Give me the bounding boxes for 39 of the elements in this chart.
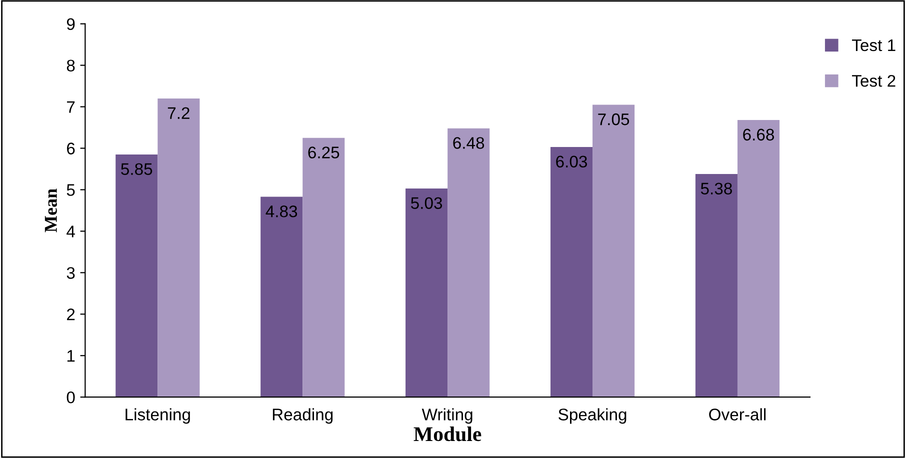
data-label: 7.2 — [168, 107, 190, 119]
data-label: 6.25 — [308, 146, 340, 158]
y-tick-label: 8 — [66, 60, 75, 72]
y-tick-label: 7 — [67, 101, 75, 113]
y-tick-label: 3 — [66, 267, 75, 279]
data-label: 5.03 — [410, 197, 442, 210]
legend-label: Test 1 — [852, 40, 896, 52]
data-label: 6.68 — [743, 128, 774, 141]
data-label: 7.05 — [598, 113, 630, 126]
data-label: 5.38 — [700, 182, 732, 194]
bar — [158, 98, 200, 398]
x-axis-title: Module — [414, 426, 482, 442]
x-tick-label: Listening — [126, 408, 190, 424]
x-tick-label: Reading — [272, 408, 333, 424]
bar — [260, 196, 303, 398]
data-label: 6.48 — [453, 137, 484, 149]
y-tick-label: 1 — [67, 350, 75, 362]
x-tick-label: Over-all — [709, 408, 766, 420]
y-tick-label: 9 — [66, 18, 75, 30]
bar — [116, 154, 158, 398]
y-tick-label: 6 — [67, 142, 75, 154]
y-tick-label: 4 — [66, 226, 75, 238]
x-tick-label: Speaking — [558, 408, 626, 424]
y-axis-title: Mean — [44, 188, 57, 232]
bar — [695, 174, 738, 398]
data-label: 4.83 — [266, 206, 298, 218]
bar — [592, 104, 635, 398]
bar — [448, 128, 490, 398]
x-tick-label: Writing — [422, 408, 472, 424]
bar — [737, 120, 780, 398]
legend-label: Test 2 — [852, 74, 896, 87]
bar — [302, 138, 345, 398]
data-label: 6.03 — [556, 156, 587, 168]
data-label: 5.85 — [121, 163, 152, 175]
y-tick-label: 0 — [66, 391, 75, 404]
y-tick-label: 5 — [66, 184, 75, 196]
bar — [550, 146, 593, 398]
y-tick-label: 2 — [67, 308, 75, 320]
bar — [406, 188, 448, 398]
